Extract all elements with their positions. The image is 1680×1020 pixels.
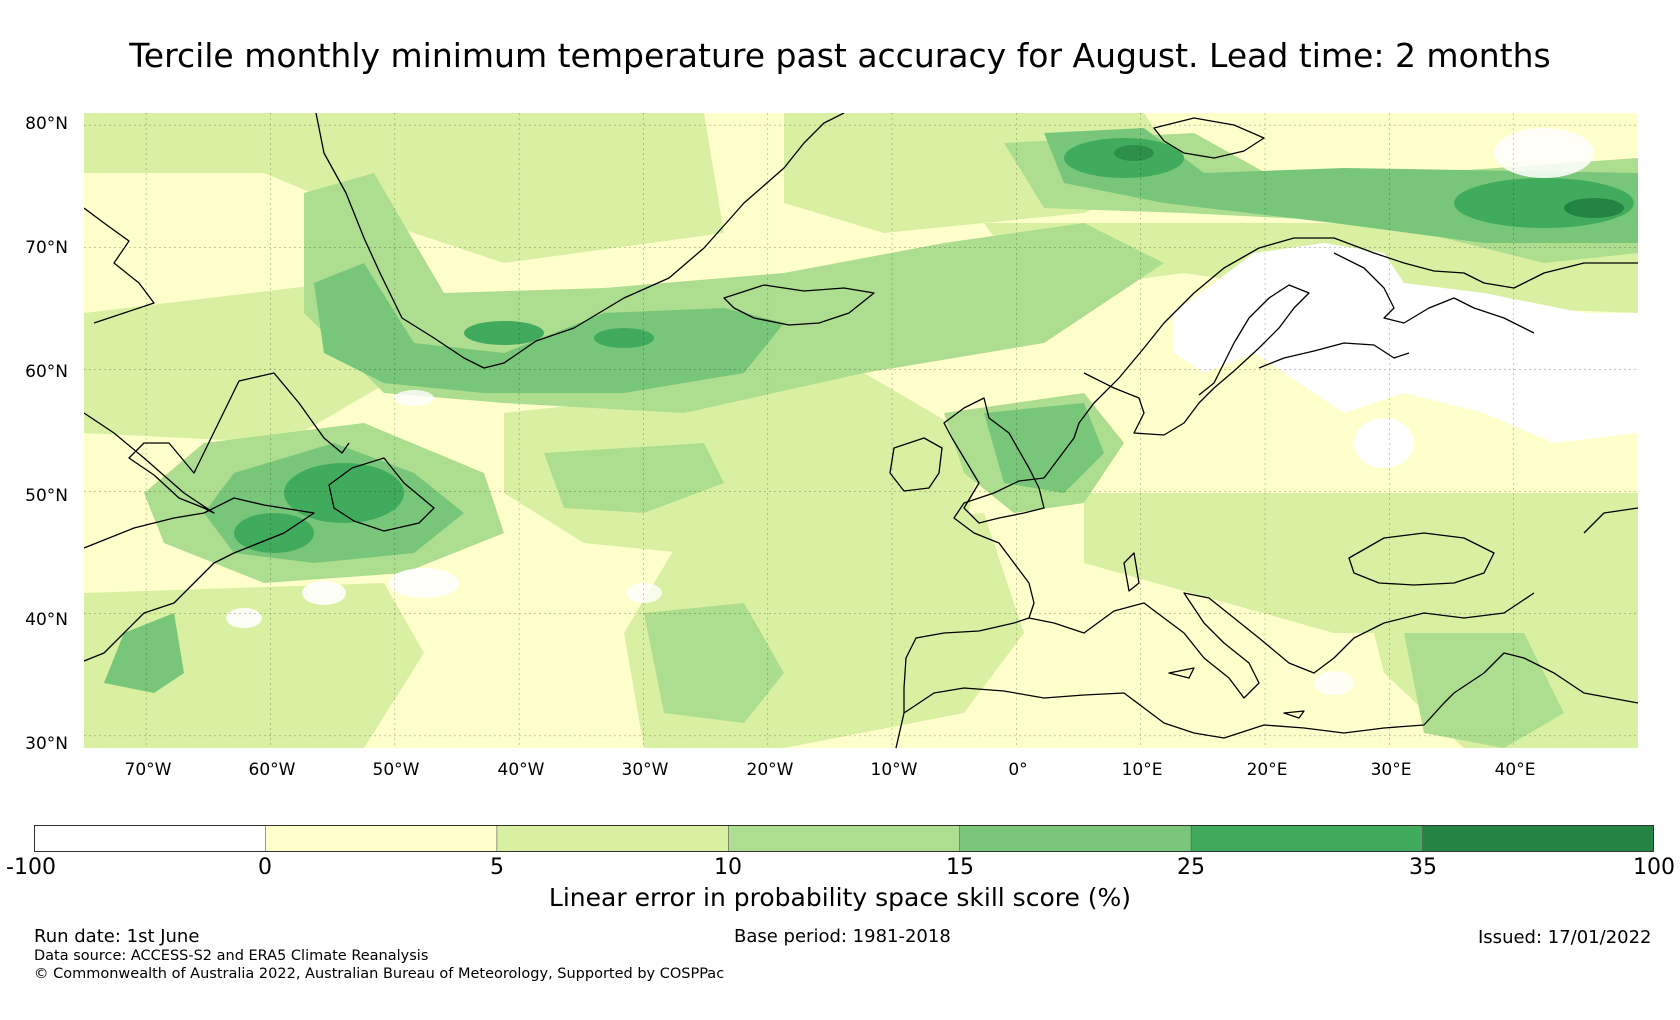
colorbar-tick: 15: [946, 855, 974, 880]
lon-label-0: 0°: [1008, 760, 1028, 780]
colorbar-segment: [959, 825, 1192, 852]
coastline-labrador-south: [84, 372, 350, 514]
skill-zone: [544, 443, 724, 513]
skill-score-map: [84, 113, 1638, 748]
skill-zone: [594, 328, 654, 348]
colorbar-segment: [1422, 825, 1654, 852]
lon-label-60w: 60°W: [248, 760, 296, 780]
lon-label-40w: 40°W: [497, 760, 545, 780]
coastline-ireland: [889, 437, 943, 492]
lon-label-20e: 20°E: [1246, 760, 1288, 780]
chart-title: Tercile monthly minimum temperature past…: [129, 36, 1551, 75]
lat-label-50n: 50°N: [25, 486, 68, 506]
lat-label-40n: 40°N: [25, 610, 68, 630]
coastline-mediterranean-islands: [1123, 552, 1305, 719]
lat-label-80n: 80°N: [25, 114, 68, 134]
skill-zone: [464, 321, 544, 345]
coastline-baltic: [1083, 284, 1310, 436]
skill-zone: [1114, 145, 1154, 161]
skill-zone: [984, 403, 1104, 493]
skill-zone: [284, 463, 404, 523]
colorbar-tick: -100: [6, 855, 56, 880]
coastline-middle-east: [1453, 652, 1638, 704]
skill-zone: [1494, 128, 1594, 178]
colorbar-segment: [727, 825, 961, 852]
lon-label-70w: 70°W: [124, 760, 172, 780]
skill-zone: [234, 513, 314, 553]
lon-label-20w: 20°W: [746, 760, 794, 780]
lat-label-70n: 70°N: [25, 238, 68, 258]
coastline-gulf-of-finland: [1258, 342, 1410, 369]
colorbar-tick: 35: [1409, 855, 1437, 880]
lat-label-30n: 30°N: [25, 734, 68, 754]
skill-zone: [504, 373, 984, 563]
lon-label-50w: 50°W: [372, 760, 420, 780]
lon-label-40e: 40°E: [1494, 760, 1536, 780]
data-source: Data source: ACCESS-S2 and ERA5 Climate …: [34, 948, 429, 964]
lat-label-60n: 60°N: [25, 362, 68, 382]
colorbar-segment: [34, 825, 267, 852]
graticule: [84, 113, 1638, 748]
coastline-black-sea: [1348, 532, 1495, 586]
colorbar-tick: 0: [258, 855, 272, 880]
copyright: © Commonwealth of Australia 2022, Austra…: [34, 966, 725, 982]
skill-zone: [1404, 633, 1564, 748]
coastline-greenland: [315, 113, 845, 369]
colorbar-segment: [265, 825, 498, 852]
skill-zone: [302, 581, 346, 605]
coastline-white-sea: [1333, 252, 1535, 334]
skill-zone: [644, 603, 784, 723]
coastline-labrador: [84, 207, 155, 324]
coastline-newfoundland: [328, 457, 435, 532]
skill-zone: [84, 113, 724, 263]
map-canvas: [84, 113, 1638, 748]
coastline-north-africa: [903, 687, 1455, 739]
coastline-western-europe: [895, 477, 1045, 748]
lon-label-30e: 30°E: [1370, 760, 1412, 780]
lon-label-30w: 30°W: [621, 760, 669, 780]
skill-zone: [1564, 198, 1624, 218]
coastline-great-britain: [943, 397, 1045, 524]
coastline-nova-scotia: [84, 497, 315, 662]
colorbar-tick: 100: [1633, 855, 1675, 880]
base-period: Base period: 1981-2018: [734, 926, 951, 947]
skill-zone: [394, 390, 434, 406]
colorbar: [34, 825, 1654, 852]
skill-zone: [314, 263, 784, 393]
skill-zone: [1174, 243, 1638, 443]
skill-score-field: [84, 113, 1638, 748]
lon-label-10w: 10°W: [870, 760, 918, 780]
coastline-mediterranean-north: [1028, 592, 1535, 699]
skill-zone: [389, 568, 459, 598]
coastline-iceland: [723, 284, 875, 326]
coastline-caspian: [1583, 507, 1638, 534]
coastline-svalbard: [1153, 117, 1265, 159]
coastline-scandinavia: [1043, 237, 1638, 479]
skill-zone: [1314, 671, 1354, 695]
colorbar-tick: 10: [714, 855, 742, 880]
skill-zone: [1354, 418, 1414, 468]
issued-date: Issued: 17/01/2022: [1478, 927, 1652, 948]
skill-zone: [626, 583, 662, 603]
colorbar-label: Linear error in probability space skill …: [548, 883, 1132, 912]
skill-zone: [1464, 328, 1524, 378]
run-date: Run date: 1st June: [34, 926, 200, 947]
skill-zone: [226, 608, 262, 628]
colorbar-tick: 25: [1177, 855, 1205, 880]
colorbar-tick: 5: [490, 855, 504, 880]
colorbar-segment: [496, 825, 730, 852]
lon-label-10e: 10°E: [1121, 760, 1163, 780]
colorbar-segment: [1190, 825, 1424, 852]
coastlines: [84, 113, 1638, 748]
